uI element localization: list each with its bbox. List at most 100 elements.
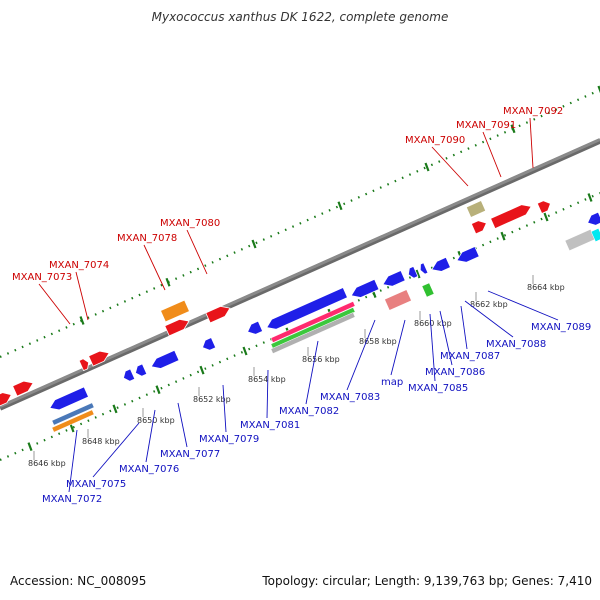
- reverse-gene-leader: [460, 305, 468, 350]
- reverse-gene-leader: [346, 319, 376, 391]
- forward-gene: [470, 220, 487, 235]
- scale-label: 8650 kbp: [137, 416, 175, 425]
- genome-stats-text: Topology: circular; Length: 9,139,763 bp…: [262, 574, 592, 588]
- annotation-band: [270, 301, 356, 343]
- reverse-gene: [407, 265, 419, 279]
- scale-label: 8652 kbp: [193, 395, 231, 404]
- reverse-gene: [382, 269, 406, 287]
- reverse-gene-label: MXAN_7086: [425, 367, 485, 378]
- forward-gene-label: MXAN_7078: [117, 233, 177, 244]
- forward-gene-leader: [75, 271, 89, 321]
- scale-label: 8654 kbp: [248, 375, 286, 384]
- scale-label: 8662 kbp: [470, 300, 508, 309]
- scale-label: 8664 kbp: [527, 283, 565, 292]
- reverse-gene-label: MXAN_7088: [486, 339, 546, 350]
- reverse-gene-label: MXAN_7087: [440, 351, 500, 362]
- reverse-gene-leader: [177, 402, 188, 448]
- forward-gene-leader: [143, 244, 166, 291]
- reverse-gene-leader: [92, 422, 140, 478]
- forward-gene: [78, 358, 90, 372]
- reverse-gene: [431, 256, 451, 272]
- ruler-tick: [165, 277, 171, 287]
- reverse-gene: [587, 211, 600, 226]
- reverse-gene: [49, 386, 90, 411]
- ruler-tick: [510, 124, 516, 134]
- reverse-gene: [202, 337, 217, 351]
- forward-gene-label: MXAN_7092: [503, 106, 563, 117]
- ruler-tick: [543, 212, 549, 222]
- ruler-tick: [155, 385, 161, 395]
- forward-gene-label: MXAN_7073: [12, 272, 72, 283]
- forward-gene-label: MXAN_7080: [160, 218, 220, 229]
- forward-gene-leader: [431, 146, 469, 187]
- reverse-gene: [122, 368, 136, 382]
- gene-feature-pink: [384, 289, 412, 311]
- scale-label: 8648 kbp: [82, 437, 120, 446]
- gene-feature-khaki: [466, 200, 486, 218]
- reverse-gene: [419, 262, 429, 275]
- reverse-gene-leader: [222, 384, 227, 433]
- ruler-tick: [27, 442, 33, 452]
- reverse-gene: [456, 245, 480, 263]
- scale-label: 8656 kbp: [302, 355, 340, 364]
- scale-label: 8646 kbp: [28, 459, 66, 468]
- ruler-tick: [199, 365, 205, 375]
- forward-gene: [490, 204, 532, 230]
- forward-gene-leader: [38, 283, 71, 325]
- reverse-gene-label: MXAN_7077: [160, 449, 220, 460]
- ruler-tick: [337, 201, 343, 211]
- forward-gene: [12, 380, 34, 397]
- forward-gene-label: MXAN_7090: [405, 135, 465, 146]
- ruler-tick: [424, 162, 430, 172]
- reverse-gene-label: MXAN_7076: [119, 464, 179, 475]
- ruler-tick: [587, 193, 593, 202]
- gene-feature-gray: [564, 228, 596, 252]
- forward-gene: [88, 350, 110, 367]
- ruler-tick: [415, 269, 421, 279]
- reverse-gene-leader: [429, 313, 436, 382]
- reverse-gene-leader: [145, 409, 156, 463]
- reverse-gene: [247, 320, 264, 335]
- forward-gene: [164, 318, 190, 337]
- forward-gene: [205, 305, 231, 324]
- ruler-tick: [597, 85, 600, 94]
- forward-gene-label: MXAN_7074: [49, 260, 109, 271]
- reverse-gene-label: MXAN_7085: [408, 383, 468, 394]
- reverse-gene-label: MXAN_7075: [66, 479, 126, 490]
- reverse-gene: [266, 286, 349, 330]
- reverse-gene-leader: [464, 300, 514, 338]
- gene-feature-orange: [160, 299, 190, 323]
- annotation-band: [270, 312, 356, 354]
- gene-feature-green: [421, 282, 435, 298]
- reverse-gene-leader: [68, 429, 78, 493]
- genome-backbone: [0, 138, 600, 408]
- annotation-band: [51, 402, 95, 426]
- reverse-gene-label: map: [381, 377, 403, 388]
- forward-gene-label: MXAN_7091: [456, 120, 516, 131]
- scale-label: 8660 kbp: [414, 319, 452, 328]
- reverse-gene-leader: [266, 369, 269, 419]
- reverse-gene: [134, 363, 148, 377]
- upper-ruler: [0, 88, 600, 359]
- reverse-gene-label: MXAN_7079: [199, 434, 259, 445]
- reverse-gene: [350, 278, 380, 298]
- accession-text: Accession: NC_008095: [10, 574, 147, 588]
- reverse-gene-leader: [390, 319, 406, 376]
- forward-gene: [536, 200, 551, 214]
- forward-gene: [0, 392, 12, 407]
- ruler-tick: [242, 346, 248, 356]
- reverse-gene: [150, 349, 180, 369]
- ruler-tick: [112, 404, 118, 414]
- forward-gene-leader: [186, 229, 208, 275]
- genome-title: Myxococcus xanthus DK 1622, complete gen…: [151, 10, 449, 24]
- reverse-gene-leader: [487, 290, 559, 321]
- ruler-tick: [500, 231, 506, 241]
- reverse-gene-leader: [439, 310, 453, 366]
- annotation-band: [51, 409, 95, 433]
- reverse-gene-label: MXAN_7089: [531, 322, 591, 333]
- reverse-gene-label: MXAN_7082: [279, 406, 339, 417]
- reverse-gene-label: MXAN_7072: [42, 494, 102, 505]
- reverse-gene-leader: [305, 340, 319, 405]
